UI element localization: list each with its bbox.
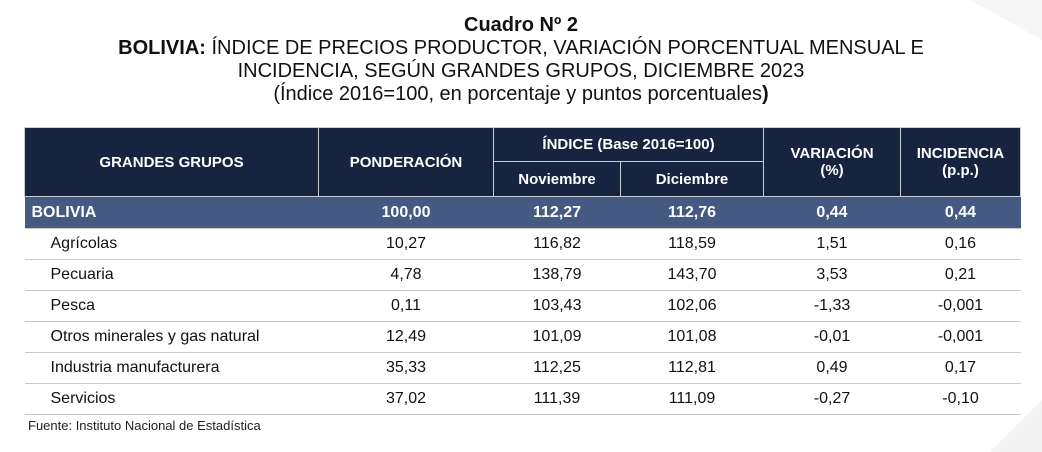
- cell-nov: 103,43: [493, 290, 621, 322]
- source-note: Fuente: Instituto Nacional de Estadístic…: [28, 418, 261, 433]
- cell-dec: 111,09: [620, 383, 764, 415]
- variacion-label: VARIACIÓN: [790, 145, 874, 162]
- cell-var: 0,49: [763, 352, 901, 384]
- cell-dec: 102,06: [620, 290, 764, 322]
- cell-nov: 101,09: [493, 321, 621, 353]
- subtitle-close: ): [762, 83, 769, 105]
- cell-inc: 0,16: [900, 228, 1021, 260]
- cell-var: 0,44: [763, 196, 901, 229]
- cell-inc: 0,21: [900, 259, 1021, 291]
- header-ponderacion: PONDERACIÓN: [318, 127, 494, 197]
- header-grandes-grupos: GRANDES GRUPOS: [24, 127, 319, 197]
- header-indice: ÍNDICE (Base 2016=100): [493, 127, 764, 162]
- cell-inc: -0,001: [900, 321, 1021, 353]
- incidencia-label: INCIDENCIA: [916, 145, 1005, 162]
- table-row-total: BOLIVIA 100,00 112,27 112,76 0,44 0,44: [24, 196, 1021, 229]
- cell-inc: -0,10: [900, 383, 1021, 415]
- table-row: Otros minerales y gas natural 12,49 101,…: [24, 321, 1021, 353]
- cell-name: Pecuaria: [24, 259, 319, 291]
- cell-weight: 4,78: [318, 259, 494, 291]
- cell-var: 1,51: [763, 228, 901, 260]
- cell-inc: 0,44: [900, 196, 1021, 229]
- cell-inc: -0,001: [900, 290, 1021, 322]
- cell-dec: 143,70: [620, 259, 764, 291]
- cell-nov: 112,27: [493, 196, 621, 229]
- cell-weight: 12,49: [318, 321, 494, 353]
- cell-name: Pesca: [24, 290, 319, 322]
- cell-var: 3,53: [763, 259, 901, 291]
- data-table: GRANDES GRUPOS PONDERACIÓN ÍNDICE (Base …: [24, 127, 1021, 415]
- table-subtitle: (Índice 2016=100, en porcentaje y puntos…: [0, 83, 1042, 106]
- cell-var: -0,01: [763, 321, 901, 353]
- cell-inc: 0,17: [900, 352, 1021, 384]
- subtitle-text: (Índice 2016=100, en porcentaje y puntos…: [273, 83, 762, 105]
- incidencia-unit: (p.p.): [942, 162, 979, 179]
- table-row: Servicios 37,02 111,39 111,09 -0,27 -0,1…: [24, 383, 1021, 415]
- cell-dec: 112,81: [620, 352, 764, 384]
- cell-weight: 10,27: [318, 228, 494, 260]
- cell-nov: 111,39: [493, 383, 621, 415]
- cell-name: Servicios: [24, 383, 319, 415]
- cell-name: BOLIVIA: [24, 196, 319, 229]
- cell-weight: 35,33: [318, 352, 494, 384]
- header-variacion: VARIACIÓN (%): [763, 127, 901, 197]
- cell-nov: 116,82: [493, 228, 621, 260]
- cell-var: -0,27: [763, 383, 901, 415]
- cell-name: Agrícolas: [24, 228, 319, 260]
- cell-weight: 37,02: [318, 383, 494, 415]
- cell-dec: 112,76: [620, 196, 764, 229]
- table-row: Agrícolas 10,27 116,82 118,59 1,51 0,16: [24, 228, 1021, 260]
- cell-name: Industria manufacturera: [24, 352, 319, 384]
- cell-name: Otros minerales y gas natural: [24, 321, 319, 353]
- cell-dec: 101,08: [620, 321, 764, 353]
- header-incidencia: INCIDENCIA (p.p.): [900, 127, 1021, 197]
- header-diciembre: Diciembre: [620, 161, 764, 197]
- variacion-unit: (%): [820, 162, 844, 179]
- table-row: Pesca 0,11 103,43 102,06 -1,33 -0,001: [24, 290, 1021, 322]
- cell-nov: 138,79: [493, 259, 621, 291]
- table-title-line1: BOLIVIA: ÍNDICE DE PRECIOS PRODUCTOR, VA…: [0, 37, 1042, 60]
- cell-var: -1,33: [763, 290, 901, 322]
- cell-nov: 112,25: [493, 352, 621, 384]
- table-row: Pecuaria 4,78 138,79 143,70 3,53 0,21: [24, 259, 1021, 291]
- table-number: Cuadro Nº 2: [464, 14, 578, 36]
- cell-weight: 0,11: [318, 290, 494, 322]
- table-title-line2: INCIDENCIA, SEGÚN GRANDES GRUPOS, DICIEM…: [237, 60, 805, 82]
- table-row: Industria manufacturera 35,33 112,25 112…: [24, 352, 1021, 384]
- data-table-wrapper: GRANDES GRUPOS PONDERACIÓN ÍNDICE (Base …: [24, 127, 1021, 415]
- title-text: ÍNDICE DE PRECIOS PRODUCTOR, VARIACIÓN P…: [205, 37, 924, 59]
- cell-weight: 100,00: [318, 196, 494, 229]
- table-caption: Cuadro Nº 2 BOLIVIA: ÍNDICE DE PRECIOS P…: [0, 14, 1042, 106]
- cell-dec: 118,59: [620, 228, 764, 260]
- title-country: BOLIVIA:: [118, 37, 206, 59]
- header-noviembre: Noviembre: [493, 161, 621, 197]
